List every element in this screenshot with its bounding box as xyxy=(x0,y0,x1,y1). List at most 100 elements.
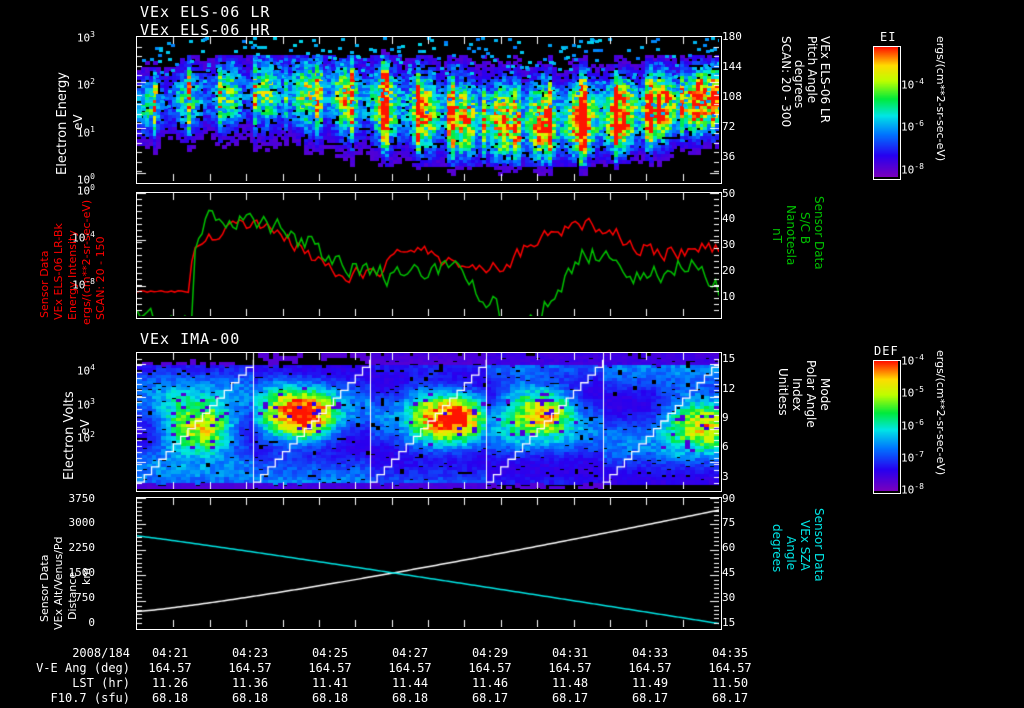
panel2-right-label-nanotesla: Nanotesla xyxy=(784,205,798,266)
footer-cell: 04:29 xyxy=(471,646,509,660)
footer-cell: 11.50 xyxy=(711,676,749,690)
panel2-rtick-30: 30 xyxy=(722,238,736,251)
panel1-ytick-1e2: 102 xyxy=(76,77,95,92)
panel3-right-label-mode: Mode xyxy=(818,378,832,411)
colorbar-def xyxy=(873,360,901,494)
panel3-title-ima: VEx IMA-00 xyxy=(140,330,241,348)
panel-els-spectrogram xyxy=(136,36,722,184)
panel4-rtick-30: 30 xyxy=(722,591,736,604)
panel4-ytick-1500: 1500 xyxy=(68,566,96,579)
energy-b-canvas xyxy=(137,193,719,316)
panel3-right-label-unitless: Unitless xyxy=(776,368,790,416)
footer-cell: 164.57 xyxy=(628,661,672,675)
footer-cell: 04:31 xyxy=(551,646,589,660)
panel4-right-label-degrees: degrees xyxy=(770,524,784,573)
panel1-right-label-degrees: degrees xyxy=(792,60,806,109)
colorbar-def-gradient xyxy=(874,361,898,491)
panel3-ytick-1e3: 103 xyxy=(76,397,95,412)
footer-cell: 68.18 xyxy=(391,691,429,705)
panel3-rtick-6: 6 xyxy=(722,440,729,453)
footer-cell: 164.57 xyxy=(708,661,752,675)
panel3-ytick-1e2: 102 xyxy=(76,430,95,445)
panel2-right-label-sc-b: S/C B xyxy=(798,212,812,245)
footer-cell: 04:35 xyxy=(711,646,749,660)
panel2-left-label-instrument: VEx ELS-06 LR-Bk xyxy=(52,223,65,320)
footer-cell: 68.18 xyxy=(151,691,189,705)
colorbar-ei-gradient xyxy=(874,47,898,177)
panel4-rtick-90: 90 xyxy=(722,492,736,505)
panel4-ytick-3750: 3750 xyxy=(68,492,96,505)
panel2-left-label-units: ergs/(cm**2-sr-sec-eV) xyxy=(80,199,93,325)
panel1-rtick-108: 108 xyxy=(722,90,742,103)
panel3-right-label-index: Index xyxy=(790,378,804,412)
colorbar-ei-label: EI xyxy=(880,30,897,44)
panel1-rtick-144: 144 xyxy=(722,60,742,73)
panel3-ytick-1e4: 104 xyxy=(76,363,95,378)
footer-cell: 164.57 xyxy=(468,661,512,675)
panel3-left-label-electron-volts: Electron Volts xyxy=(62,391,77,480)
panel3-rtick-3: 3 xyxy=(722,470,729,483)
panel2-rtick-10: 10 xyxy=(722,290,736,303)
panel2-rtick-40: 40 xyxy=(722,212,736,225)
panel-energy-intensity-b xyxy=(136,192,722,319)
colorbar-def-tick-1e-4: 10-4 xyxy=(901,353,924,368)
panel3-rtick-15: 15 xyxy=(722,352,736,365)
panel4-ytick-2250: 2250 xyxy=(68,541,96,554)
colorbar-ei xyxy=(873,46,901,180)
panel1-rtick-180: 180 xyxy=(722,30,742,43)
panel4-right-label-vex-sza: VEx SZA xyxy=(798,520,812,571)
colorbar-def-tick-1e-5: 10-5 xyxy=(901,385,924,400)
colorbar-ei-tick-1e-6: 10-6 xyxy=(901,119,924,134)
colorbar-ei-units: ergs/(cm**2-sr-sec-eV) xyxy=(934,36,947,162)
panel1-ytick-1e3: 103 xyxy=(76,30,95,45)
panel2-ytick-1e-8: 10-8 xyxy=(72,277,95,292)
footer-row-label-2: LST (hr) xyxy=(72,676,130,690)
panel4-rtick-75: 75 xyxy=(722,516,736,529)
colorbar-ei-tick-1e-8: 10-8 xyxy=(901,162,924,177)
panel4-right-label-angle: Angle xyxy=(784,536,798,571)
els-spectrogram-canvas xyxy=(137,37,719,181)
panel4-ytick-0: 0 xyxy=(88,616,95,629)
footer-row-label-0: 2008/184 xyxy=(72,646,130,660)
colorbar-ei-tick-1e-4: 10-4 xyxy=(901,77,924,92)
panel2-ytick-1e0: 100 xyxy=(76,183,95,198)
panel4-rtick-60: 60 xyxy=(722,541,736,554)
colorbar-def-tick-1e-8: 10-8 xyxy=(901,482,924,497)
panel4-ytick-3000: 3000 xyxy=(68,516,96,529)
footer-cell: 68.18 xyxy=(311,691,349,705)
panel4-rtick-15: 15 xyxy=(722,616,736,629)
panel4-right-label-sensor-data: Sensor Data xyxy=(812,508,826,582)
footer-cell: 164.57 xyxy=(308,661,352,675)
footer-cell: 164.57 xyxy=(388,661,432,675)
panel2-rtick-20: 20 xyxy=(722,264,736,277)
panel2-left-label-energy-intensity: Energy Intensity xyxy=(66,230,79,320)
footer-cell: 11.41 xyxy=(311,676,349,690)
colorbar-def-units: ergs/(cm**2-sr-sec-eV) xyxy=(934,350,947,476)
panel1-left-axis-label-electron-energy: Electron Energy xyxy=(55,72,70,175)
footer-cell: 04:25 xyxy=(311,646,349,660)
footer-cell: 11.26 xyxy=(151,676,189,690)
ima-spectrogram-canvas xyxy=(137,353,719,489)
panel1-rtick-72: 72 xyxy=(722,120,736,133)
footer-cell: 11.48 xyxy=(551,676,589,690)
footer-cell: 68.17 xyxy=(711,691,749,705)
footer-row-label-3: F10.7 (sfu) xyxy=(50,691,130,705)
footer-cell: 164.57 xyxy=(228,661,272,675)
colorbar-def-label: DEF xyxy=(874,344,899,358)
panel1-title-hr: VEx ELS-06 HR xyxy=(140,21,271,39)
panel3-rtick-9: 9 xyxy=(722,411,729,424)
footer-cell: 11.49 xyxy=(631,676,669,690)
footer-cell: 11.44 xyxy=(391,676,429,690)
panel2-right-label-nt: nT xyxy=(770,228,784,243)
footer-cell: 164.57 xyxy=(148,661,192,675)
footer-cell: 04:23 xyxy=(231,646,269,660)
footer-cell: 11.46 xyxy=(471,676,509,690)
panel2-ytick-1e-4: 10-4 xyxy=(72,230,95,245)
panel1-right-label-pitch-angle: Pitch Angle xyxy=(805,36,819,104)
panel1-right-label-scan: SCAN: 20 - 300 xyxy=(779,36,793,128)
panel1-ytick-1e1: 101 xyxy=(76,125,95,140)
footer-cell: 04:33 xyxy=(631,646,669,660)
footer-cell: 04:27 xyxy=(391,646,429,660)
footer-cell: 04:21 xyxy=(151,646,189,660)
